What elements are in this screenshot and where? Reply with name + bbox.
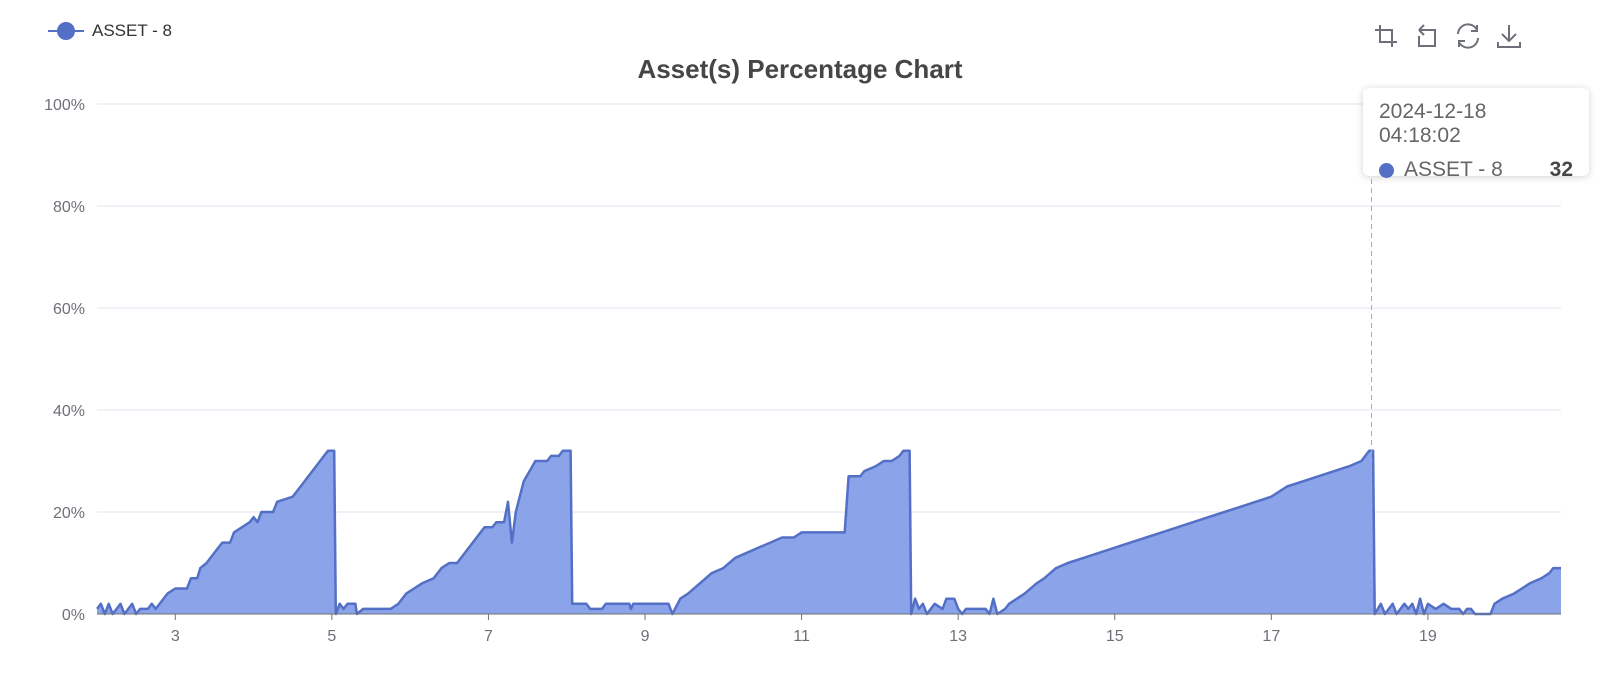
tooltip-series-dot-icon bbox=[1379, 162, 1394, 178]
y-tick-label: 60% bbox=[53, 301, 85, 318]
x-tick-label: 9 bbox=[641, 628, 650, 645]
chart-title: Asset(s) Percentage Chart bbox=[637, 54, 963, 84]
x-tick-label: 3 bbox=[171, 628, 180, 645]
y-tick-label: 80% bbox=[53, 199, 85, 216]
x-tick-label: 7 bbox=[484, 628, 493, 645]
legend[interactable]: ASSET - 8 bbox=[48, 20, 172, 42]
restore-icon[interactable] bbox=[1454, 22, 1482, 50]
series-line bbox=[96, 449, 1561, 616]
x-tick-label: 11 bbox=[793, 628, 810, 645]
x-tick-label: 19 bbox=[1419, 628, 1437, 645]
axis-layer: 0% 20% 40% 60% 80% 100% 3 5 7 9 11 13 15 17 19 bbox=[44, 97, 1561, 645]
legend-swatch-icon bbox=[48, 20, 84, 42]
x-tick-label: 15 bbox=[1106, 628, 1124, 645]
tooltip: 2024-12-18 04:18:02 ASSET - 8 32 bbox=[1363, 88, 1589, 181]
grid-layer bbox=[97, 103, 1561, 513]
y-tick-label: 0% bbox=[62, 607, 85, 624]
tooltip-time: 2024-12-18 04:18:02 bbox=[1379, 100, 1487, 147]
zoom-reset-icon[interactable] bbox=[1413, 22, 1441, 50]
toolbox bbox=[1372, 22, 1523, 50]
tooltip-value: 32 bbox=[1549, 158, 1573, 181]
y-tick-label: 100% bbox=[44, 97, 85, 114]
tooltip-series-name: ASSET - 8 bbox=[1404, 158, 1503, 181]
x-tick-label: 5 bbox=[327, 628, 336, 645]
zoom-icon[interactable] bbox=[1372, 22, 1400, 50]
download-icon[interactable] bbox=[1495, 22, 1523, 50]
x-tick-label: 17 bbox=[1262, 628, 1280, 645]
area-layer bbox=[96, 449, 1561, 616]
y-tick-label: 20% bbox=[53, 505, 85, 522]
tooltip-row: ASSET - 8 32 bbox=[1379, 158, 1573, 182]
x-tick-label: 13 bbox=[949, 628, 967, 645]
legend-label: ASSET - 8 bbox=[92, 21, 172, 40]
y-tick-label: 40% bbox=[53, 403, 85, 420]
